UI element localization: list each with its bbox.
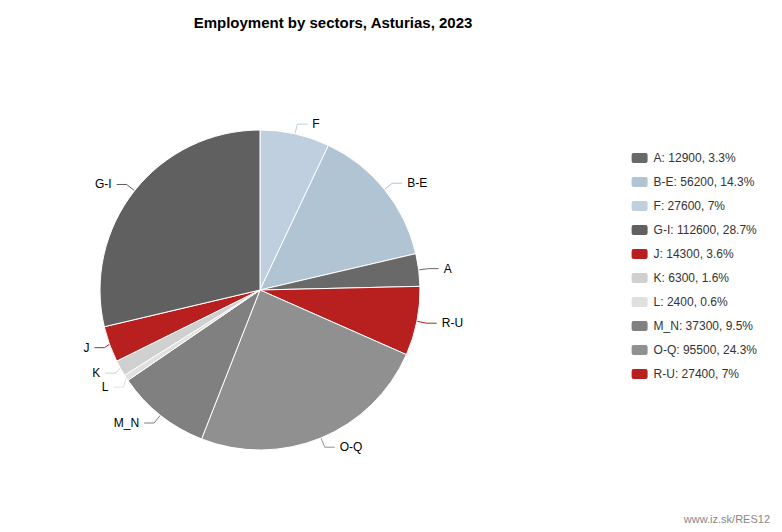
svg-text:F: F bbox=[312, 117, 319, 131]
svg-text:K: K bbox=[92, 366, 100, 380]
svg-text:A: A bbox=[444, 262, 452, 276]
svg-text:M_N: M_N bbox=[114, 416, 139, 430]
svg-text:L: L bbox=[102, 380, 109, 394]
svg-text:R-U: R-U bbox=[442, 316, 463, 330]
svg-text:J: 14300, 3.6%: J: 14300, 3.6% bbox=[654, 247, 734, 261]
svg-text:G-I: G-I bbox=[95, 177, 112, 191]
svg-text:B-E: 56200, 14.3%: B-E: 56200, 14.3% bbox=[654, 175, 755, 189]
svg-text:Employment by sectors, Asturia: Employment by sectors, Asturias, 2023 bbox=[194, 14, 473, 31]
svg-text:www.iz.sk/RES12: www.iz.sk/RES12 bbox=[683, 513, 770, 525]
svg-text:F: 27600, 7%: F: 27600, 7% bbox=[654, 199, 726, 213]
svg-text:O-Q: O-Q bbox=[340, 440, 363, 454]
svg-text:K: 6300, 1.6%: K: 6300, 1.6% bbox=[654, 271, 730, 285]
svg-text:B-E: B-E bbox=[407, 176, 427, 190]
svg-text:G-I: 112600, 28.7%: G-I: 112600, 28.7% bbox=[654, 223, 758, 237]
svg-text:R-U: 27400, 7%: R-U: 27400, 7% bbox=[654, 367, 740, 381]
svg-text:M_N: 37300, 9.5%: M_N: 37300, 9.5% bbox=[654, 319, 754, 333]
svg-text:O-Q: 95500, 24.3%: O-Q: 95500, 24.3% bbox=[654, 343, 758, 357]
svg-text:A: 12900, 3.3%: A: 12900, 3.3% bbox=[654, 151, 736, 165]
svg-text:J: J bbox=[83, 341, 89, 355]
svg-text:L: 2400, 0.6%: L: 2400, 0.6% bbox=[654, 295, 728, 309]
